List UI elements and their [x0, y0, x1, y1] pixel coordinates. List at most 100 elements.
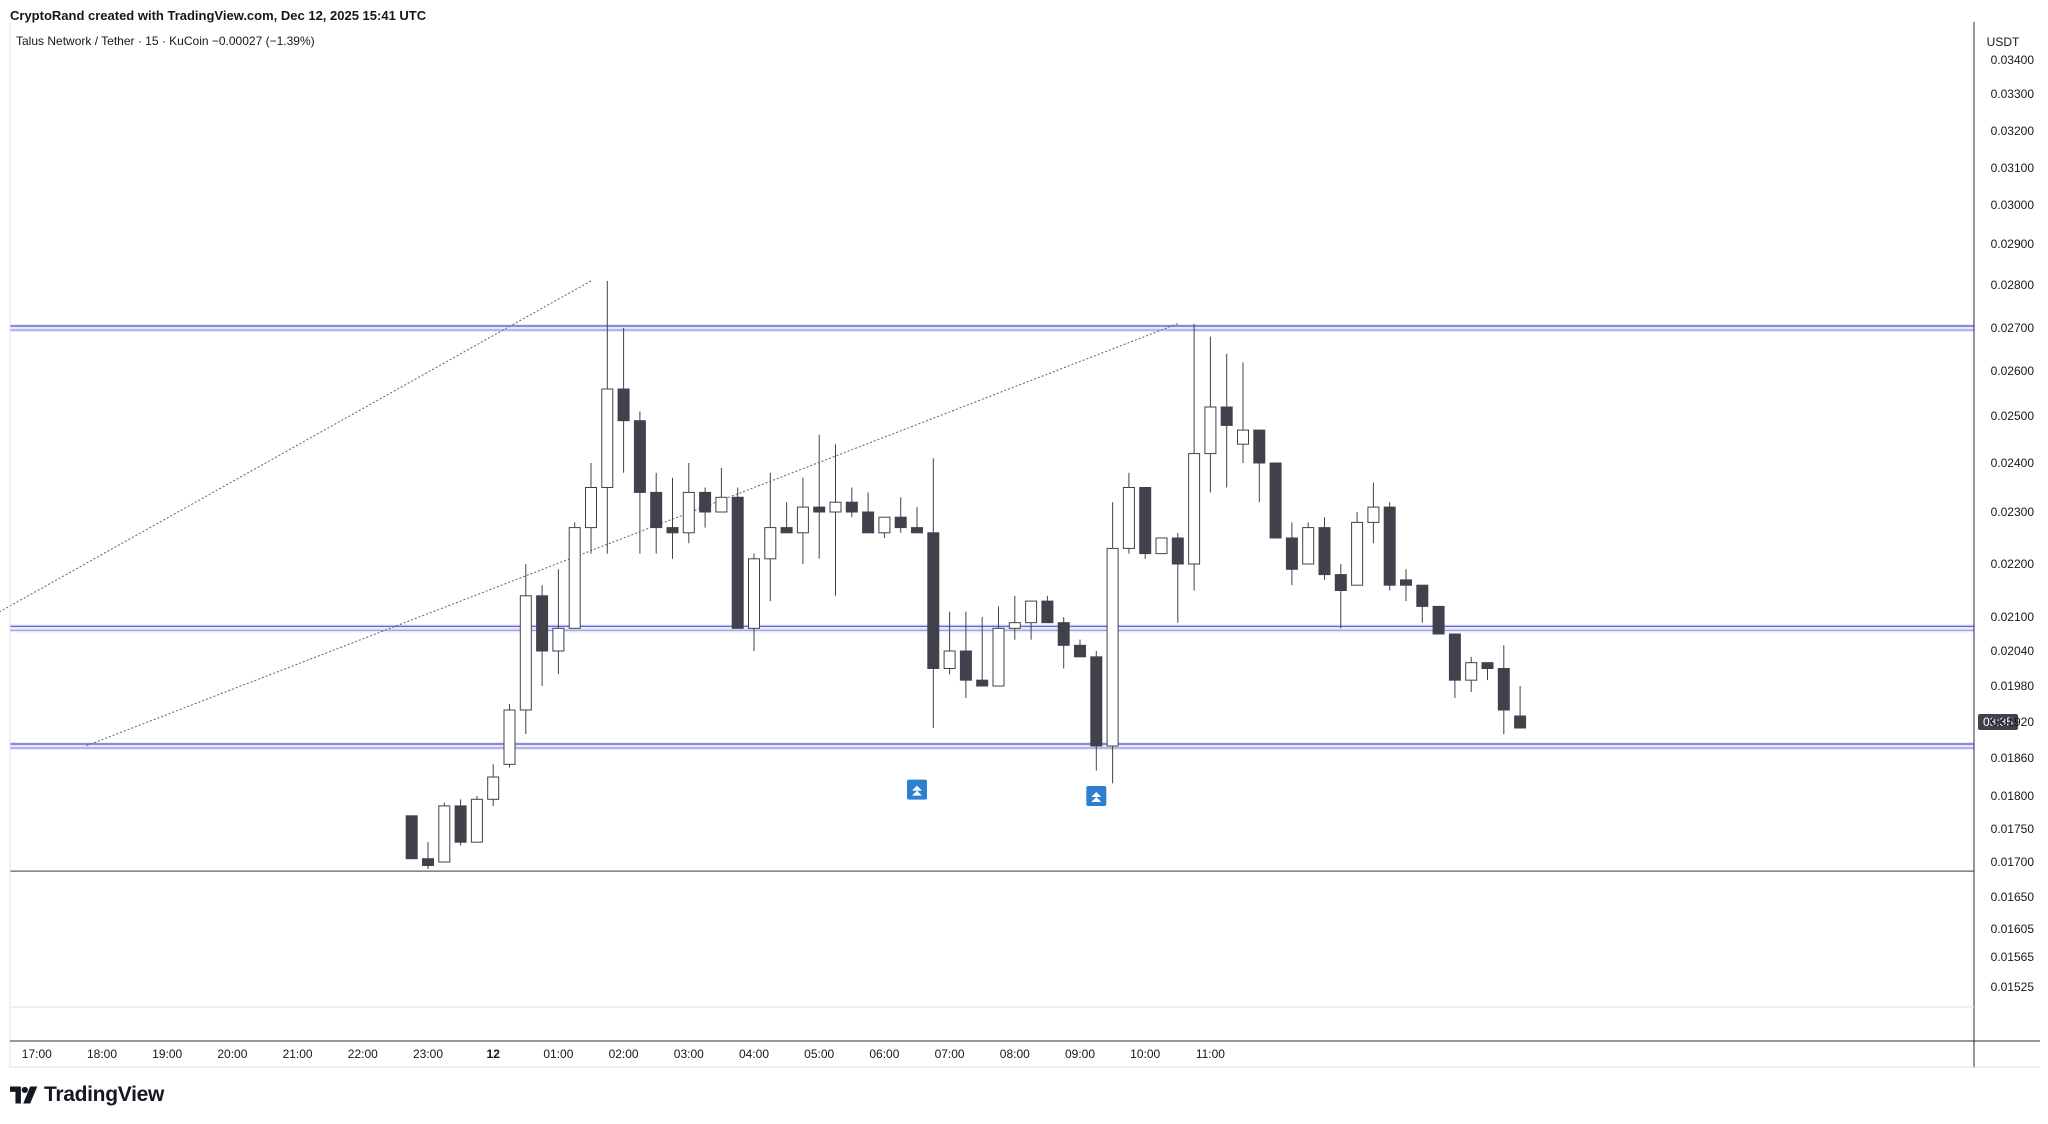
price-tick-label: 0.01565 [1991, 950, 2035, 964]
candle [780, 502, 793, 534]
candle [568, 522, 581, 629]
double-up-arrow-icon [1086, 786, 1107, 806]
candle-body [1008, 622, 1021, 629]
candle [1139, 487, 1152, 559]
candle [1090, 651, 1103, 771]
price-tick-label: 0.02700 [1991, 321, 2035, 335]
candle-body [601, 388, 614, 488]
symbol-info[interactable]: Talus Network / Tether · 15 · KuCoin −0.… [16, 34, 315, 48]
support-resistance-zones[interactable] [10, 324, 1974, 872]
candle-body [731, 496, 744, 629]
candle-body [1334, 574, 1347, 591]
level-zone [10, 324, 1974, 332]
trendline [0, 280, 592, 613]
candle-body [1400, 579, 1412, 586]
candle-body [1269, 462, 1282, 539]
candle-body [1155, 537, 1168, 555]
price-label-box [1978, 714, 2018, 730]
time-tick-label: 18:00 [87, 1047, 117, 1061]
candle-body [1139, 487, 1152, 555]
candle-body [438, 805, 451, 863]
price-tick-label: 0.03000 [1991, 198, 2035, 212]
candle [405, 815, 418, 860]
price-tick-label: 0.02040 [1991, 644, 2035, 658]
candle-body [1416, 584, 1429, 607]
time-tick-label: 01:00 [543, 1047, 573, 1061]
candle-body [1514, 715, 1527, 729]
countdown-label: 03:35 [1983, 715, 2013, 729]
price-tick-label: 0.03200 [1991, 124, 2035, 138]
candle [552, 569, 565, 675]
candle-body [1204, 406, 1217, 455]
candle [1465, 656, 1478, 692]
candle-body [1432, 605, 1445, 635]
time-tick-label: 04:00 [739, 1047, 769, 1061]
candle-body [519, 595, 532, 711]
candle [1253, 429, 1266, 503]
candle-body [796, 506, 809, 534]
candle [617, 328, 630, 473]
time-tick-label: 03:00 [674, 1047, 704, 1061]
time-axis[interactable]: 23:00 12 01:00 02:00 03:00 04:00 05:00 06:00 07:… [0, 1047, 1226, 1061]
current-price-label: 03:350.01920 [1978, 714, 2034, 730]
candle [878, 516, 891, 538]
tradingview-logo[interactable]: TradingView [10, 1083, 164, 1107]
candle-body [650, 491, 663, 529]
candle [438, 802, 451, 863]
time-tick-label: 17:00 [22, 1047, 52, 1061]
candle-body [764, 527, 777, 560]
candle-body [1090, 656, 1103, 747]
marker-arrows [912, 785, 922, 796]
candle-body [1220, 406, 1233, 426]
time-tick-label: 21:00 [283, 1047, 313, 1061]
candle [1269, 462, 1282, 539]
candle [503, 704, 516, 768]
candle [699, 487, 712, 528]
time-tick-label: 11:00 [1196, 1047, 1225, 1061]
candle [731, 487, 744, 629]
candle [927, 458, 940, 728]
candle-body [1302, 527, 1315, 565]
trendlines[interactable] [0, 280, 1178, 747]
price-tick-label: 0.01700 [1991, 855, 2035, 869]
price-tick-label: 0.01980 [1991, 679, 2035, 693]
candle [992, 606, 1005, 687]
candle [1497, 645, 1510, 734]
candle-body [1465, 662, 1478, 681]
price-tick-label: 0.02300 [1991, 505, 2035, 519]
candle-body [976, 679, 989, 687]
candle [454, 799, 467, 846]
price-tick-label: 0.02200 [1991, 557, 2035, 571]
candle [1318, 517, 1331, 580]
candle-body [1025, 600, 1038, 624]
candle [519, 564, 532, 734]
time-tick-label: 08:00 [1000, 1047, 1030, 1061]
candle-body [780, 527, 793, 534]
candle [1383, 502, 1396, 591]
candle [1041, 595, 1054, 624]
tradingview-icon [10, 1086, 38, 1104]
candle-body [617, 388, 630, 422]
candle-body [894, 516, 907, 529]
brand-name: TradingView [44, 1083, 165, 1106]
price-tick-label: 0.03300 [1991, 87, 2035, 101]
time-tick-label: 02:00 [609, 1047, 639, 1061]
candle [976, 617, 989, 687]
candle [959, 611, 972, 698]
time-tick-label: 12 [487, 1047, 501, 1061]
time-tick-label: 05:00 [804, 1047, 834, 1061]
price-axis[interactable]: USDT 0.03400 0.03300 0.03200 0.03100 0.03000 0… [1978, 35, 2034, 994]
candle-body [1367, 506, 1380, 523]
price-tick-label: 0.02800 [1991, 278, 2035, 292]
candle [1302, 522, 1315, 565]
candle-body [487, 776, 500, 800]
chart-frame [9, 22, 2040, 1068]
candle [845, 487, 858, 518]
candle [1106, 502, 1119, 784]
time-tick-label: 19:00 [152, 1047, 182, 1061]
candle [601, 280, 614, 554]
candle-body [552, 627, 565, 652]
candle [633, 411, 646, 554]
candle-body [470, 798, 483, 843]
